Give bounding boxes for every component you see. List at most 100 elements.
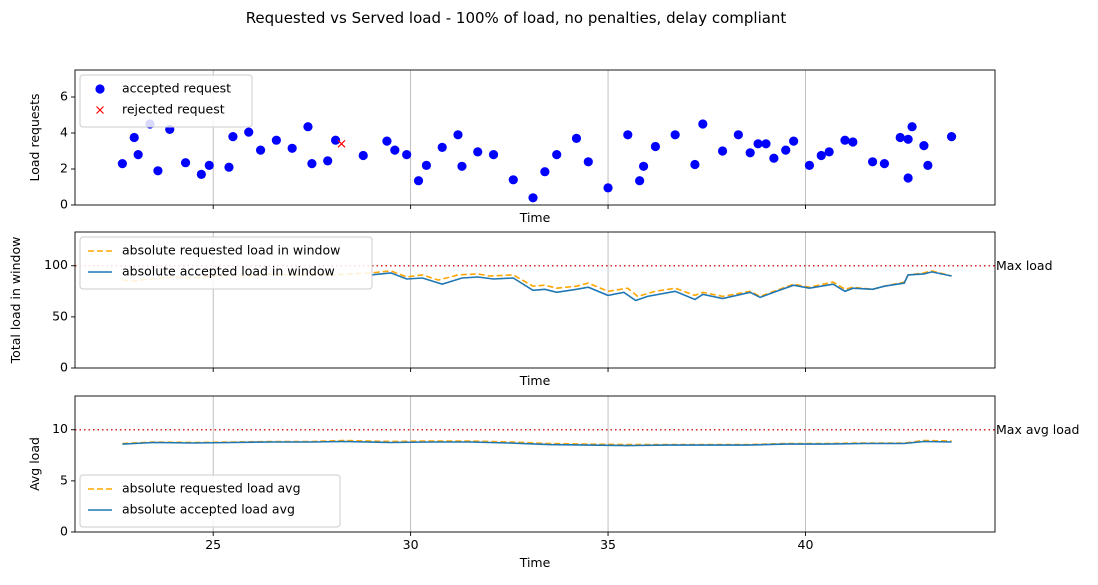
accepted-request-point [804, 160, 815, 170]
accepted-request-point [413, 176, 424, 186]
accepted-request-point [287, 143, 297, 153]
y-tick-label: 0 [60, 524, 68, 539]
accepted-request-point [508, 175, 518, 185]
x-tick-label: 25 [205, 537, 221, 552]
accepted-request-point [717, 146, 728, 156]
accepted-request-point [323, 156, 333, 166]
accepted-request-point [382, 136, 392, 146]
accepted-load-line [371, 271, 952, 302]
accepted-request-point [271, 135, 281, 145]
accepted-request-point [698, 119, 708, 129]
chart-panel-1: 0 2 4 6 Time Load requests accepted request rej… [27, 69, 996, 225]
accepted-request-point [390, 145, 400, 155]
legend-box [79, 236, 373, 290]
accepted-request-point [879, 159, 890, 169]
threshold-label: Max avg load [996, 422, 1080, 437]
accepted-request-point [457, 161, 467, 171]
accepted-request-point [816, 150, 826, 161]
accepted-request-point [946, 132, 957, 142]
accepted-request-point [923, 160, 933, 170]
accepted-request-point [650, 141, 661, 152]
accepted-request-point [453, 130, 463, 140]
accepted-request-point [307, 159, 317, 169]
legend-label: accepted request [122, 81, 231, 96]
x-axis-label: Time [519, 373, 551, 388]
accepted-request-point [331, 135, 341, 145]
legend-box [79, 474, 341, 528]
legend-box [79, 74, 253, 128]
accepted-request-point [840, 135, 850, 145]
accepted-load-line [122, 440, 952, 447]
accepted-request-point [153, 166, 163, 176]
accepted-request-point [583, 157, 593, 167]
accepted-request-point [733, 130, 743, 140]
x-tick-label: 40 [798, 537, 814, 552]
x-tick-label: 35 [600, 537, 616, 552]
x-tick-label: 30 [403, 537, 419, 552]
rejected-request-point [337, 139, 346, 148]
axes-frame [74, 395, 996, 533]
accepted-request-point [244, 127, 254, 137]
accepted-request-point [180, 158, 191, 168]
accepted-request-point [638, 161, 649, 171]
accepted-request-point [488, 150, 499, 160]
x-axis-label: Time [519, 555, 551, 570]
accepted-request-point [421, 160, 432, 170]
accepted-request-point [255, 145, 266, 155]
accepted-request-point [670, 130, 680, 140]
accepted-request-point [204, 160, 214, 170]
y-tick-label: 2 [60, 161, 68, 176]
legend-marker-rejected [96, 106, 104, 114]
legend-label: absolute accepted load avg [122, 502, 295, 517]
accepted-request-point [402, 150, 412, 160]
accepted-request-point [824, 147, 834, 157]
accepted-request-point [133, 150, 143, 160]
accepted-request-point [690, 159, 700, 170]
legend: accepted request rejected request [79, 74, 253, 128]
x-axis-label: Time [519, 210, 551, 225]
accepted-request-point [117, 159, 127, 169]
accepted-request-point [303, 122, 313, 132]
accepted-request-point [761, 139, 771, 149]
accepted-request-point [358, 150, 368, 161]
legend-label: absolute accepted load in window [122, 264, 335, 279]
threshold-label: Max load [996, 258, 1053, 273]
accepted-request-point [228, 132, 238, 142]
accepted-request-point [635, 176, 645, 186]
accepted-request-point [540, 167, 550, 177]
legend-label: absolute requested load avg [122, 481, 301, 496]
legend-label: rejected request [122, 102, 225, 117]
accepted-request-point [907, 122, 917, 132]
accepted-request-point [848, 137, 858, 147]
accepted-request-point [552, 150, 562, 160]
accepted-request-point [745, 148, 755, 158]
y-tick-label: 50 [52, 308, 68, 323]
figure-title: Requested vs Served load - 100% of load,… [246, 9, 787, 27]
accepted-request-point [903, 134, 913, 144]
y-tick-label: 100 [44, 257, 68, 272]
accepted-request-point [603, 183, 613, 193]
y-tick-label: 4 [60, 125, 68, 140]
axes-frame [74, 69, 996, 206]
accepted-request-point [903, 173, 913, 183]
accepted-request-point [473, 147, 483, 157]
y-axis-label: Avg load [27, 437, 42, 491]
accepted-request-point [224, 162, 234, 172]
y-tick-label: 6 [60, 89, 68, 104]
chart-panel-3: Max avg load 0 5 10 25 30 35 40 Time Avg load abso… [27, 395, 1080, 570]
accepted-request-point [781, 145, 791, 155]
y-tick-label: 0 [60, 197, 68, 212]
accepted-request-point [769, 153, 779, 163]
accepted-request-point [895, 132, 905, 143]
accepted-request-point [867, 157, 878, 167]
accepted-request-point [437, 142, 447, 152]
accepted-request-point [623, 130, 633, 140]
y-axis-label: Total load in window [8, 237, 23, 365]
accepted-request-point [753, 139, 763, 149]
y-tick-label: 10 [52, 421, 68, 436]
legend-marker-accepted [95, 84, 105, 94]
y-tick-label: 0 [60, 360, 68, 375]
accepted-request-point [919, 141, 929, 151]
accepted-request-point [196, 169, 206, 179]
axes-frame [74, 231, 996, 369]
